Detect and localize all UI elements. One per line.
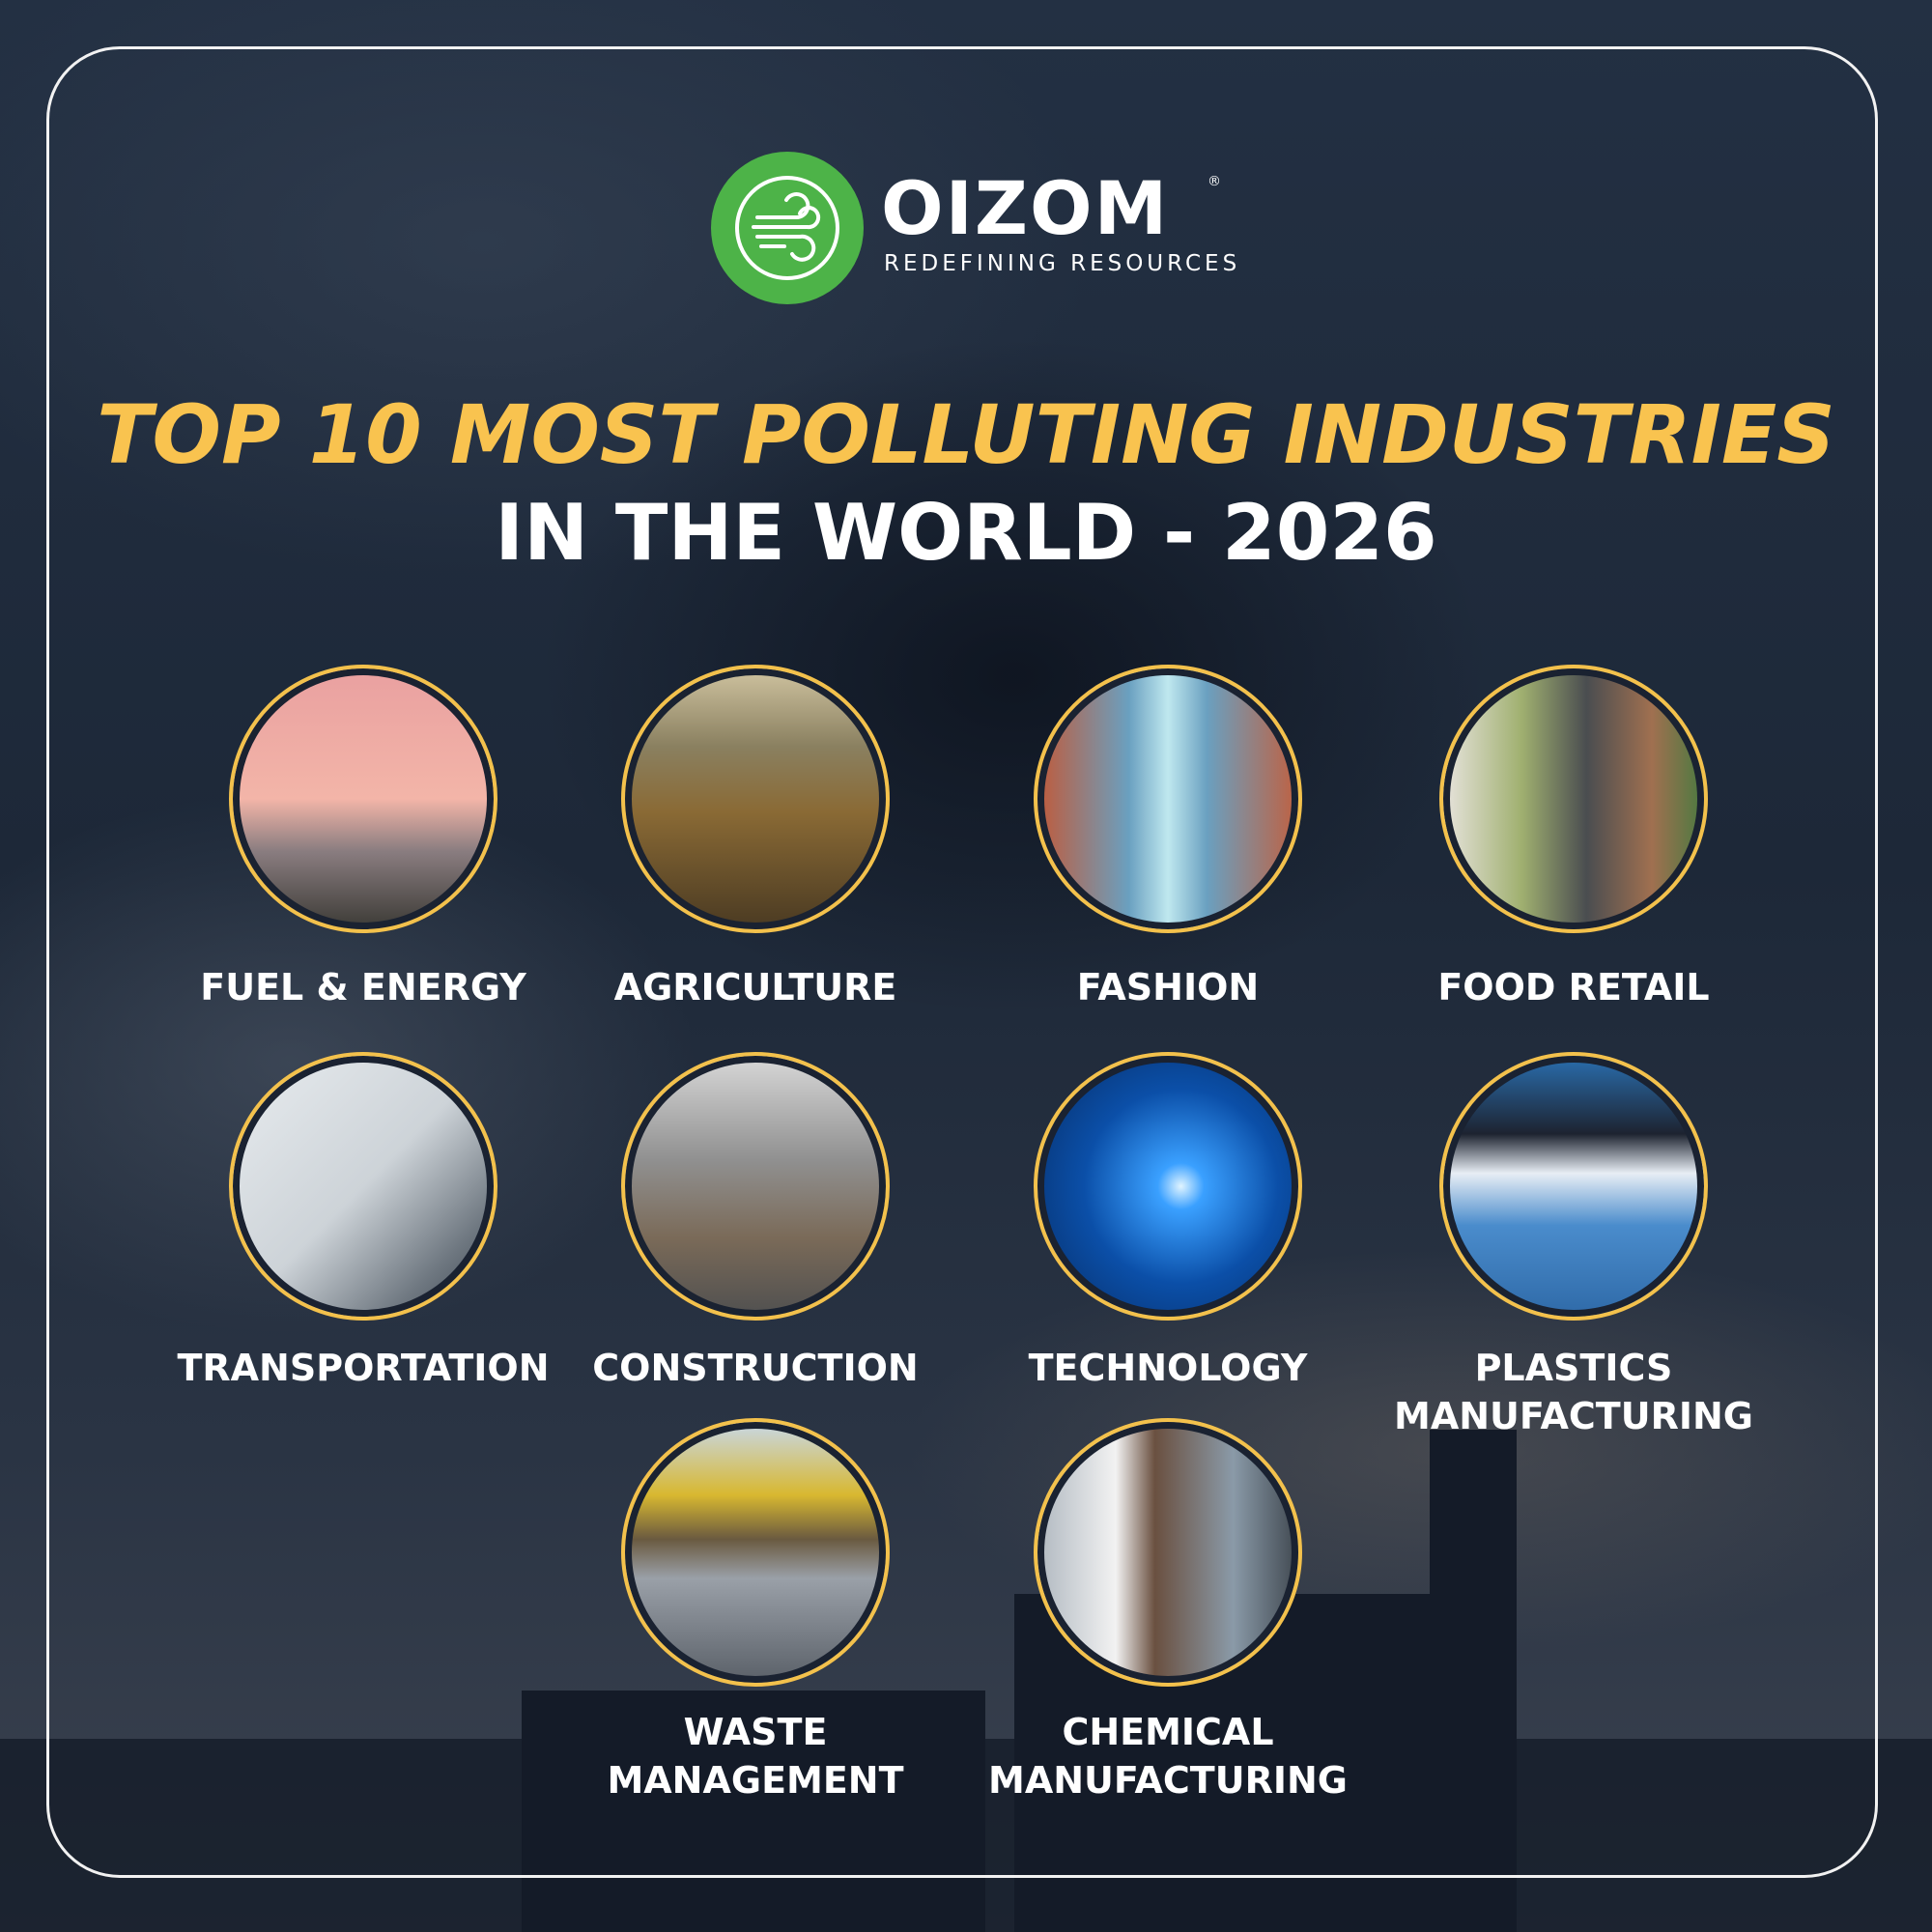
label-construction: CONSTRUCTION <box>592 1347 919 1389</box>
label-plastics: PLASTICS MANUFACTURING <box>1394 1347 1753 1437</box>
label-fashion: FASHION <box>1076 966 1260 1009</box>
tagline: REDEFINING RESOURCES <box>884 251 1241 276</box>
frame-border <box>46 46 1878 1878</box>
construction-image <box>621 1052 890 1321</box>
waste-management-image <box>621 1418 890 1687</box>
label-transportation: TRANSPORTATION <box>177 1347 550 1389</box>
fuel-energy-image <box>229 665 497 933</box>
label-chemical-manufacturing: CHEMICAL MANUFACTURING <box>988 1711 1348 1802</box>
label-fuel-energy: FUEL & ENERGY <box>200 966 526 1009</box>
fashion-image <box>1034 665 1302 933</box>
brand-name: OIZOM <box>881 165 1170 251</box>
factory-silhouette <box>0 1739 1932 1932</box>
label-technology: TECHNOLOGY <box>1028 1347 1308 1389</box>
agriculture-image <box>621 665 890 933</box>
page-title: TOP 10 MOST POLLUTING INDUSTRIES <box>97 387 1835 482</box>
label-agriculture: AGRICULTURE <box>613 966 897 1009</box>
page-subtitle: IN THE WORLD - 2026 <box>495 488 1437 578</box>
wind-icon <box>735 176 839 280</box>
technology-image <box>1034 1052 1302 1321</box>
food-retail-image <box>1439 665 1708 933</box>
logo <box>711 152 864 304</box>
plastics-image <box>1439 1052 1708 1321</box>
chemical-manufacturing-image <box>1034 1418 1302 1687</box>
label-waste-management: WASTE MANAGEMENT <box>607 1711 904 1802</box>
label-food-retail: FOOD RETAIL <box>1437 966 1710 1009</box>
transportation-image <box>229 1052 497 1321</box>
registered-mark: ® <box>1208 174 1221 189</box>
